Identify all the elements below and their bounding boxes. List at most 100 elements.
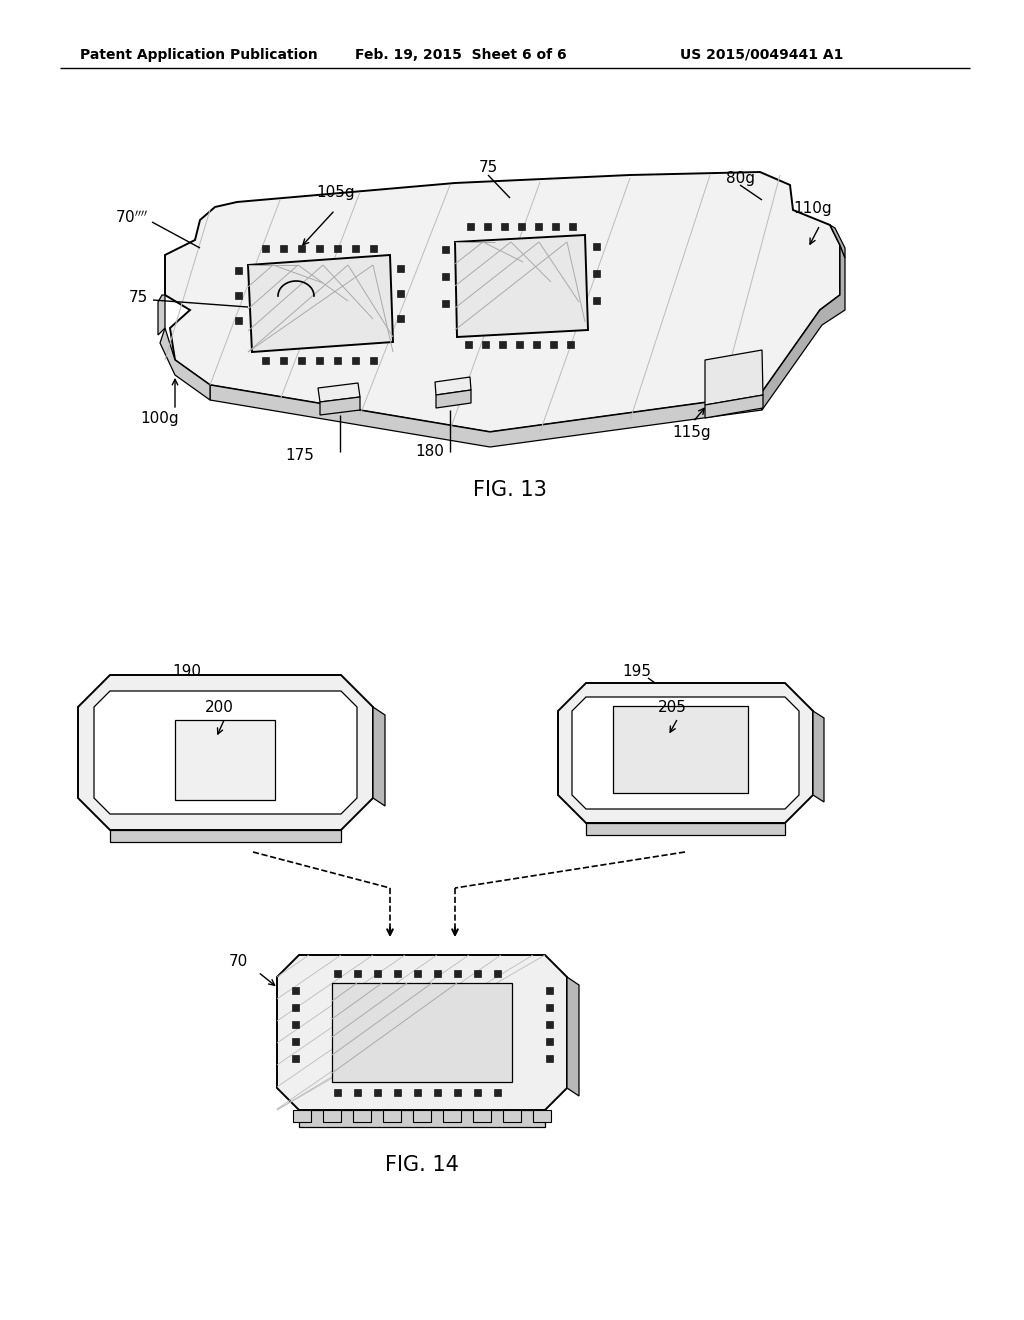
Text: 200: 200 <box>205 700 233 714</box>
Polygon shape <box>318 383 360 403</box>
Polygon shape <box>413 1110 431 1122</box>
Polygon shape <box>503 1110 521 1122</box>
Bar <box>414 1089 421 1096</box>
Bar <box>494 969 501 977</box>
Bar <box>374 969 381 977</box>
Bar <box>315 356 323 363</box>
Bar <box>546 986 553 994</box>
Bar <box>234 292 242 298</box>
Polygon shape <box>558 682 813 822</box>
Polygon shape <box>455 235 588 337</box>
Bar <box>334 1089 341 1096</box>
Bar <box>546 1038 553 1044</box>
Text: 70: 70 <box>228 954 248 969</box>
Text: 175: 175 <box>286 447 314 462</box>
Bar <box>467 223 473 230</box>
Polygon shape <box>110 830 341 842</box>
Bar <box>546 1020 553 1027</box>
Bar <box>234 317 242 323</box>
Bar <box>481 341 488 347</box>
Bar <box>454 969 461 977</box>
Bar <box>515 341 522 347</box>
Bar <box>334 356 341 363</box>
Bar <box>550 341 556 347</box>
Bar <box>334 969 341 977</box>
Polygon shape <box>586 822 785 836</box>
Bar <box>280 244 287 252</box>
Bar <box>465 341 471 347</box>
Bar <box>370 244 377 252</box>
Polygon shape <box>332 983 512 1082</box>
Polygon shape <box>443 1110 461 1122</box>
Polygon shape <box>210 385 762 447</box>
Bar <box>353 969 360 977</box>
Bar <box>568 223 575 230</box>
Text: Patent Application Publication: Patent Application Publication <box>80 48 317 62</box>
Bar <box>374 1089 381 1096</box>
Bar <box>292 986 299 994</box>
Polygon shape <box>705 395 763 418</box>
Text: 195: 195 <box>622 664 651 680</box>
Bar <box>593 297 599 304</box>
Text: 205: 205 <box>658 700 687 714</box>
Polygon shape <box>299 1110 545 1127</box>
Text: 105g: 105g <box>316 186 354 201</box>
Text: FIG. 14: FIG. 14 <box>385 1155 459 1175</box>
Polygon shape <box>373 708 385 807</box>
Bar <box>292 1003 299 1011</box>
Bar <box>396 264 403 272</box>
Text: 190: 190 <box>172 664 201 680</box>
Text: 110g: 110g <box>793 201 831 215</box>
Bar <box>546 1055 553 1061</box>
Bar <box>351 356 358 363</box>
Polygon shape <box>323 1110 341 1122</box>
Bar <box>433 1089 440 1096</box>
Bar <box>441 272 449 280</box>
Bar <box>396 289 403 297</box>
Polygon shape <box>473 1110 490 1122</box>
Bar <box>494 1089 501 1096</box>
Polygon shape <box>165 172 840 432</box>
Polygon shape <box>353 1110 371 1122</box>
Polygon shape <box>94 690 357 814</box>
Text: 100g: 100g <box>140 411 178 425</box>
Polygon shape <box>175 719 275 800</box>
Bar <box>292 1020 299 1027</box>
Text: 75: 75 <box>478 161 498 176</box>
Bar <box>353 1089 360 1096</box>
Bar <box>298 356 304 363</box>
Polygon shape <box>435 378 471 395</box>
Bar <box>292 1055 299 1061</box>
Polygon shape <box>319 397 360 414</box>
Bar <box>535 223 542 230</box>
Polygon shape <box>534 1110 551 1122</box>
Polygon shape <box>436 389 471 408</box>
Polygon shape <box>830 224 845 257</box>
Bar <box>546 1003 553 1011</box>
Bar <box>483 223 490 230</box>
Polygon shape <box>158 294 165 335</box>
Bar <box>517 223 524 230</box>
Polygon shape <box>613 706 748 793</box>
Bar <box>441 300 449 306</box>
Text: 80g: 80g <box>726 170 755 186</box>
Polygon shape <box>248 255 393 352</box>
Polygon shape <box>572 697 799 809</box>
Text: 70$^{\prime\prime\prime\prime}$: 70$^{\prime\prime\prime\prime}$ <box>115 210 148 226</box>
Bar <box>393 969 400 977</box>
Text: 75: 75 <box>129 290 148 305</box>
Bar <box>315 244 323 252</box>
Bar <box>414 969 421 977</box>
Polygon shape <box>293 1110 311 1122</box>
Bar <box>454 1089 461 1096</box>
Bar <box>593 243 599 249</box>
Bar <box>532 341 540 347</box>
Text: Feb. 19, 2015  Sheet 6 of 6: Feb. 19, 2015 Sheet 6 of 6 <box>355 48 566 62</box>
Bar <box>351 244 358 252</box>
Bar <box>501 223 508 230</box>
Text: FIG. 13: FIG. 13 <box>473 480 547 500</box>
Polygon shape <box>813 711 824 803</box>
Bar <box>280 356 287 363</box>
Bar <box>396 314 403 322</box>
Bar <box>298 244 304 252</box>
